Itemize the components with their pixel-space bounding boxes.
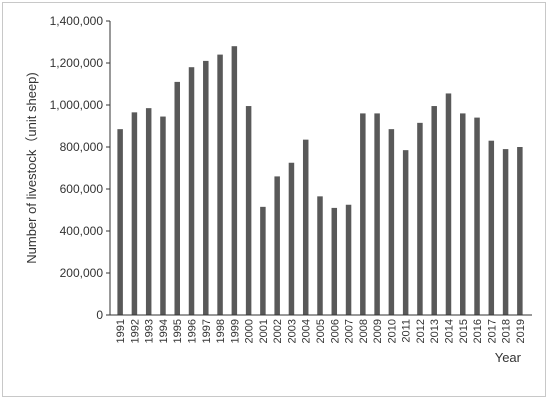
bar-2008 xyxy=(360,113,366,316)
x-tick-label: 1996 xyxy=(187,319,199,343)
x-tick-label: 1992 xyxy=(129,319,141,343)
bar-2006 xyxy=(331,207,338,315)
x-tick-label: 2010 xyxy=(386,319,398,343)
bar-1994 xyxy=(160,116,166,315)
bar-2005 xyxy=(317,196,323,315)
x-tick-label: 2000 xyxy=(244,319,256,343)
bar-1995 xyxy=(174,81,180,316)
bar-1996 xyxy=(188,67,195,315)
y-axis-ticks: 0 200,000 400,000 600,000 800,000 1,000,000 1,… xyxy=(50,14,110,322)
x-axis-ticks: 1991 1992 1993 1994 1995 1996 1997 1998 1999 2000… xyxy=(115,319,527,343)
bar-2016 xyxy=(474,117,480,315)
x-tick-label: 2003 xyxy=(286,319,298,343)
y-tick-label: 800,000 xyxy=(60,140,104,154)
bar-2017 xyxy=(488,140,495,315)
x-tick-label: 1991 xyxy=(115,319,127,343)
x-tick-label: 2004 xyxy=(301,319,313,343)
x-tick-label: 2014 xyxy=(443,319,455,343)
bar-2018 xyxy=(502,149,509,315)
bar-1999 xyxy=(231,46,238,315)
x-tick-label: 1993 xyxy=(144,319,156,343)
x-tick-label: 2009 xyxy=(372,319,384,343)
x-tick-label: 1997 xyxy=(201,319,213,343)
bar-2011 xyxy=(402,150,409,315)
y-tick-label: 400,000 xyxy=(60,224,104,238)
y-tick-label: 1,200,000 xyxy=(50,56,104,70)
x-tick-label: 2017 xyxy=(486,319,498,343)
bar-2002 xyxy=(274,176,280,315)
bar-1993 xyxy=(145,108,152,316)
bar-2010 xyxy=(388,129,395,315)
x-tick-label: 2012 xyxy=(415,319,427,343)
x-tick-label: 1995 xyxy=(172,319,184,343)
bar-2019 xyxy=(517,147,523,315)
bar-1991 xyxy=(117,129,123,315)
y-tick-label: 200,000 xyxy=(60,266,104,280)
bar-2003 xyxy=(288,162,295,315)
bar-1997 xyxy=(203,60,209,316)
x-tick-label: 2016 xyxy=(472,319,484,343)
bar-1992 xyxy=(131,112,138,315)
bars xyxy=(117,46,523,316)
bar-2007 xyxy=(345,204,352,315)
x-axis-label: Year xyxy=(495,350,522,365)
y-axis-label: Number of livestock（unit sheep) xyxy=(24,72,39,263)
bar-2013 xyxy=(431,106,437,315)
x-tick-label: 2018 xyxy=(501,319,513,343)
x-tick-label: 2005 xyxy=(315,319,327,343)
bar-1998 xyxy=(217,54,223,315)
x-tick-label: 1998 xyxy=(215,319,227,343)
bar-2009 xyxy=(374,113,380,316)
y-tick-label: 1,000,000 xyxy=(50,98,104,112)
x-tick-label: 2013 xyxy=(429,319,441,343)
x-tick-label: 1994 xyxy=(158,319,170,343)
x-tick-label: 2007 xyxy=(344,319,356,343)
bar-2004 xyxy=(302,139,309,315)
bar-2000 xyxy=(245,106,252,315)
x-tick-label: 1999 xyxy=(229,319,241,343)
bar-2015 xyxy=(460,113,466,316)
bar-2001 xyxy=(260,206,266,315)
chart-frame xyxy=(2,2,546,397)
x-tick-label: 2002 xyxy=(272,319,284,343)
x-tick-label: 2001 xyxy=(258,319,270,343)
x-tick-label: 2019 xyxy=(515,319,527,343)
bar-2012 xyxy=(417,122,423,315)
x-tick-label: 2008 xyxy=(358,319,370,343)
y-tick-label: 600,000 xyxy=(60,182,104,196)
bar-2014 xyxy=(445,93,452,315)
y-tick-label: 0 xyxy=(96,308,103,322)
x-tick-label: 2015 xyxy=(458,319,470,343)
x-tick-label: 2011 xyxy=(401,319,413,343)
x-tick-label: 2006 xyxy=(329,319,341,343)
y-tick-label: 1,400,000 xyxy=(50,14,104,28)
